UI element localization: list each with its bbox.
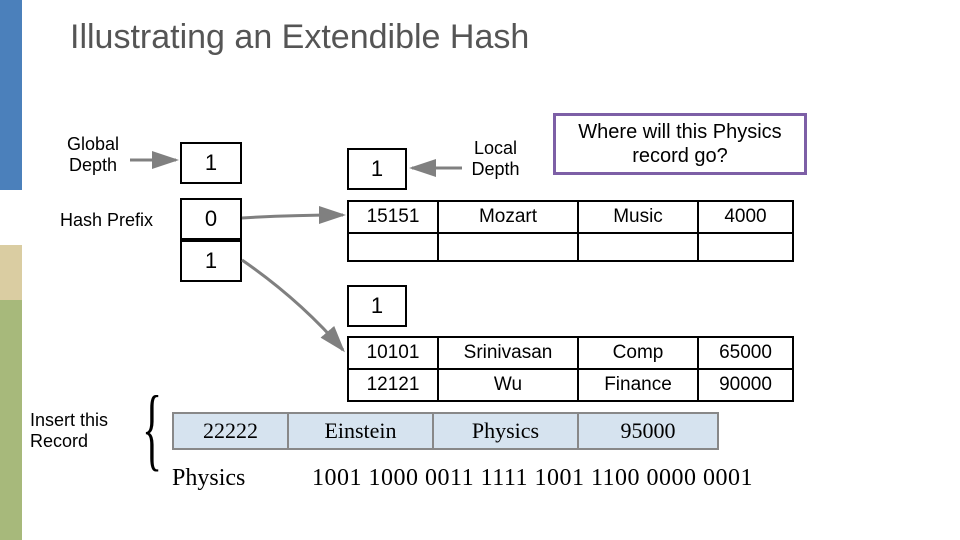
question-callout: Where will this Physics record go?: [553, 113, 807, 175]
directory-slot-0: 0: [180, 198, 242, 240]
slide-title: Illustrating an Extendible Hash: [70, 18, 529, 57]
directory-slot-1: 1: [180, 240, 242, 282]
local-depth-text: Local Depth: [471, 138, 519, 179]
global-depth-label: Global Depth: [58, 134, 128, 175]
insert-record-cell: Physics: [433, 413, 578, 449]
bucket0-cell: [348, 233, 438, 261]
bucket0-cell: Mozart: [438, 201, 578, 233]
table-row: 15151 Mozart Music 4000: [348, 201, 793, 233]
bucket1-cell: Finance: [578, 369, 698, 401]
bucket1-cell: 12121: [348, 369, 438, 401]
bucket1-cell: 90000: [698, 369, 793, 401]
arrow-dir1: [242, 260, 343, 350]
insert-record-text: Insert this Record: [30, 410, 108, 451]
bucket0-cell: 15151: [348, 201, 438, 233]
bucket1-cell: Wu: [438, 369, 578, 401]
bucket1-cell: Srinivasan: [438, 337, 578, 369]
arrow-dir0: [242, 215, 343, 218]
table-row: 10101 Srinivasan Comp 65000: [348, 337, 793, 369]
bucket0-cell: [698, 233, 793, 261]
bucket1-local-depth-box: 1: [347, 285, 407, 327]
brace-icon: {: [142, 375, 162, 481]
bucket0-local-depth-value: 1: [371, 156, 383, 182]
table-row: [348, 233, 793, 261]
bucket1-cell: 10101: [348, 337, 438, 369]
insert-record-cell: 22222: [173, 413, 288, 449]
bucket0-cell: [578, 233, 698, 261]
side-seg-4: [0, 300, 22, 540]
side-seg-2: [0, 190, 22, 245]
bucket0-local-depth-box: 1: [347, 148, 407, 190]
directory-slot-1-value: 1: [205, 248, 217, 274]
bucket1-cell: 65000: [698, 337, 793, 369]
hash-prefix-label: Hash Prefix: [60, 210, 153, 231]
insert-record-cell: Einstein: [288, 413, 433, 449]
bucket1-local-depth-value: 1: [371, 293, 383, 319]
directory-slot-0-value: 0: [205, 206, 217, 232]
bucket0-cell: [438, 233, 578, 261]
binary-value: 1001 1000 0011 1111 1001 1100 0000 0001: [312, 465, 753, 493]
bucket1-cell: Comp: [578, 337, 698, 369]
table-row: 22222 Einstein Physics 95000: [173, 413, 718, 449]
bucket0-cell: 4000: [698, 201, 793, 233]
bucket1-table: 10101 Srinivasan Comp 65000 12121 Wu Fin…: [347, 336, 794, 402]
bucket0-table: 15151 Mozart Music 4000: [347, 200, 794, 262]
side-seg-3: [0, 245, 22, 300]
slide-sidebar: [0, 0, 22, 540]
table-row: 12121 Wu Finance 90000: [348, 369, 793, 401]
local-depth-label: Local Depth: [468, 138, 523, 179]
side-seg-1: [0, 0, 22, 190]
global-depth-value: 1: [205, 150, 217, 176]
insert-record-label: Insert this Record: [30, 410, 130, 451]
insert-record-cell: 95000: [578, 413, 718, 449]
bucket0-cell: Music: [578, 201, 698, 233]
global-depth-text: Global Depth: [67, 134, 119, 175]
binary-label: Physics: [172, 465, 245, 493]
insert-record-table: 22222 Einstein Physics 95000: [172, 412, 719, 450]
global-depth-box: 1: [180, 142, 242, 184]
question-callout-text: Where will this Physics record go?: [560, 120, 800, 168]
